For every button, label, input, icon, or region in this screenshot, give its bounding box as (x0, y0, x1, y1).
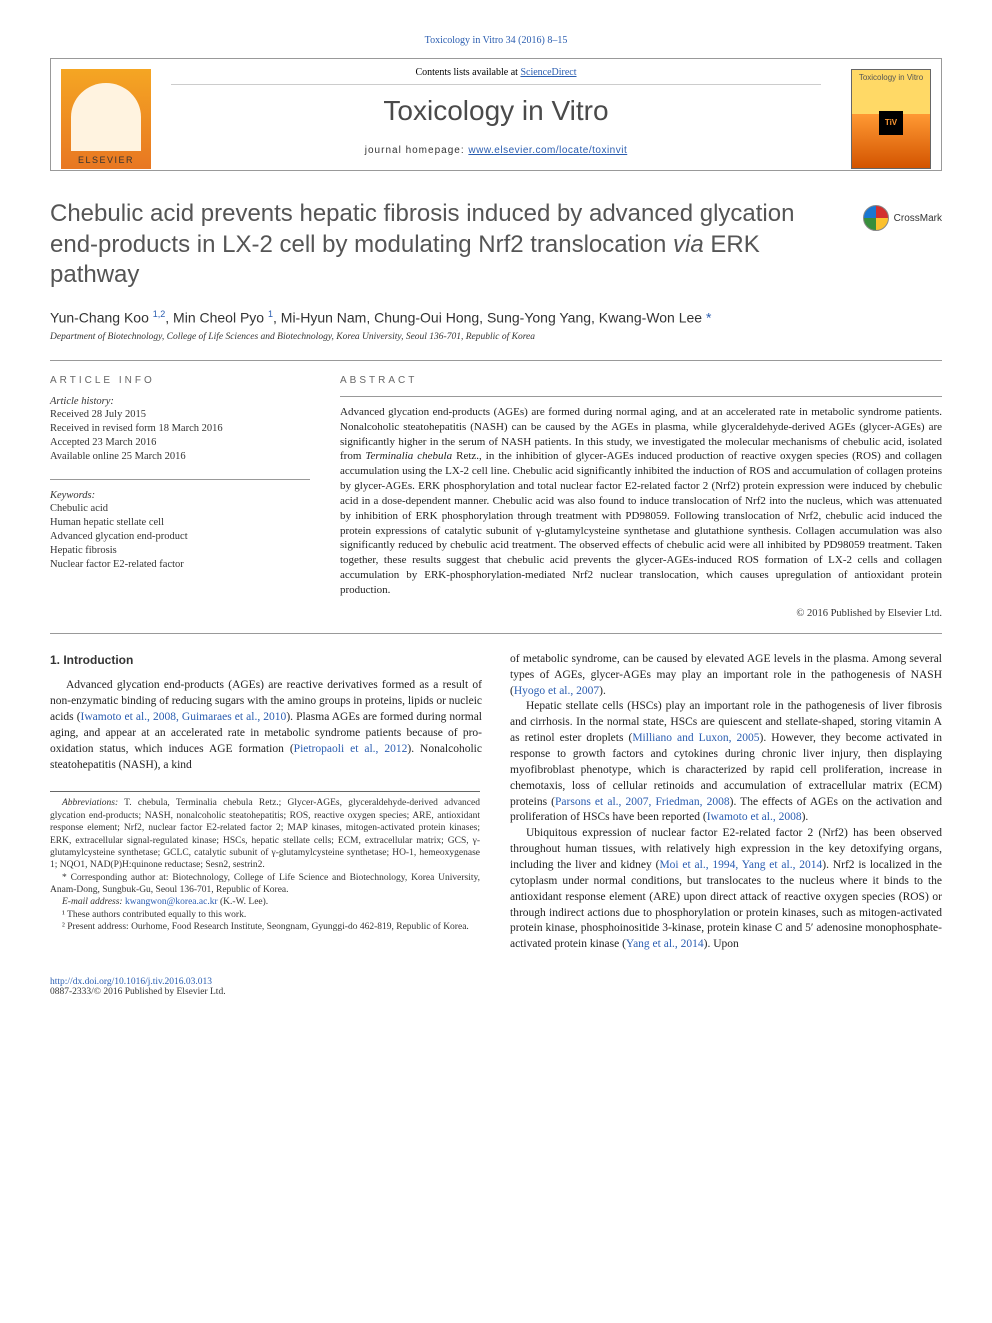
keyword: Chebulic acid (50, 502, 310, 516)
body-paragraph: Hepatic stellate cells (HSCs) play an im… (510, 699, 942, 826)
copyright-line: © 2016 Published by Elsevier Ltd. (340, 608, 942, 619)
journal-cover-logo: TiV (879, 111, 903, 135)
citation-link[interactable]: Hyogo et al., 2007 (514, 685, 599, 697)
footnotes-block: Abbreviations: T. chebula, Terminalia ch… (50, 791, 480, 933)
citation-link[interactable]: Pietropaoli et al., 2012 (294, 743, 408, 755)
journal-homepage-line: journal homepage: www.elsevier.com/locat… (171, 145, 821, 156)
body-paragraph: Ubiquitous expression of nuclear factor … (510, 826, 942, 953)
running-header: Toxicology in Vitro 34 (2016) 8–15 (50, 35, 942, 46)
body-paragraph: Advanced glycation end-products (AGEs) a… (50, 678, 482, 773)
keyword: Hepatic fibrosis (50, 544, 310, 558)
elsevier-logo: ELSEVIER (61, 69, 151, 169)
journal-title: Toxicology in Vitro (171, 95, 821, 127)
email-link[interactable]: kwangwon@korea.ac.kr (125, 897, 218, 907)
history-header: Article history: (50, 396, 310, 407)
elsevier-tree-icon (71, 83, 141, 151)
corresponding-author-footnote: * Corresponding author at: Biotechnology… (50, 872, 480, 897)
abstract-text: Advanced glycation end-products (AGEs) a… (340, 405, 942, 598)
citation-link[interactable]: Iwamoto et al., 2008 (707, 811, 802, 823)
keyword: Human hepatic stellate cell (50, 516, 310, 530)
issn-copyright: 0887-2333/© 2016 Published by Elsevier L… (50, 987, 226, 997)
crossmark-label: CrossMark (894, 213, 942, 224)
title-text-em: via (673, 231, 704, 258)
equal-contribution-footnote: ¹ These authors contributed equally to t… (50, 909, 480, 921)
citation-link[interactable]: Moi et al., 1994, Yang et al., 2014 (659, 859, 822, 871)
crossmark-badge[interactable]: CrossMark (863, 205, 942, 231)
abbreviations-footnote: Abbreviations: T. chebula, Terminalia ch… (50, 797, 480, 871)
history-line: Received 28 July 2015 (50, 408, 310, 422)
present-address-footnote: ² Present address: Ourhome, Food Researc… (50, 921, 480, 933)
divider (50, 479, 310, 480)
keywords-block: Keywords: Chebulic acid Human hepatic st… (50, 490, 310, 573)
crossmark-icon (863, 205, 889, 231)
citation-link[interactable]: Parsons et al., 2007, Friedman, 2008 (555, 796, 730, 808)
journal-masthead: ELSEVIER Toxicology in Vitro TiV Content… (50, 58, 942, 171)
journal-cover-title: Toxicology in Vitro (859, 74, 923, 83)
citation-link[interactable]: Milliano and Luxon, 2005 (632, 732, 759, 744)
article-history: Article history: Received 28 July 2015 R… (50, 396, 310, 465)
citation-link[interactable]: Yang et al., 2014 (626, 938, 704, 950)
abbrev-label: Abbreviations: (62, 798, 118, 808)
body-text: ). Nrf2 is localized in the cytoplasm un… (510, 859, 942, 950)
history-line: Received in revised form 18 March 2016 (50, 422, 310, 436)
email-name: (K.-W. Lee). (218, 897, 269, 907)
section-heading: 1. Introduction (50, 652, 482, 669)
history-line: Available online 25 March 2016 (50, 450, 310, 464)
keywords-header: Keywords: (50, 490, 310, 501)
sciencedirect-link[interactable]: ScienceDirect (520, 67, 576, 78)
divider (50, 633, 942, 634)
history-line: Accepted 23 March 2016 (50, 436, 310, 450)
contents-list-line: Contents lists available at ScienceDirec… (171, 67, 821, 85)
elsevier-label: ELSEVIER (78, 155, 134, 165)
keyword: Nuclear factor E2-related factor (50, 558, 310, 572)
journal-cover-thumbnail: Toxicology in Vitro TiV (851, 69, 931, 169)
email-label: E-mail address: (62, 897, 125, 907)
abbrev-text: T. chebula, Terminalia chebula Retz.; Gl… (50, 798, 480, 870)
doi-link[interactable]: http://dx.doi.org/10.1016/j.tiv.2016.03.… (50, 977, 212, 987)
article-info-label: ARTICLE INFO (50, 375, 310, 386)
contents-text: Contents lists available at (415, 67, 520, 78)
keyword: Advanced glycation end-product (50, 530, 310, 544)
body-text: ). (802, 811, 809, 823)
journal-homepage-link[interactable]: www.elsevier.com/locate/toxinvit (468, 145, 627, 156)
article-title: Chebulic acid prevents hepatic fibrosis … (50, 199, 942, 291)
page-footer: http://dx.doi.org/10.1016/j.tiv.2016.03.… (50, 977, 942, 997)
citation-link[interactable]: Iwamoto et al., 2008, Guimaraes et al., … (81, 711, 287, 723)
affiliation: Department of Biotechnology, College of … (50, 332, 942, 342)
abstract-label: ABSTRACT (340, 375, 942, 386)
body-text: ). (599, 685, 606, 697)
body-paragraph: of metabolic syndrome, can be caused by … (510, 652, 942, 700)
authors-line: Yun-Chang Koo 1,2, Min Cheol Pyo 1, Mi-H… (50, 309, 942, 326)
homepage-label: journal homepage: (365, 145, 469, 156)
email-footnote: E-mail address: kwangwon@korea.ac.kr (K.… (50, 896, 480, 908)
divider (340, 396, 942, 397)
body-text: ). Upon (704, 938, 739, 950)
